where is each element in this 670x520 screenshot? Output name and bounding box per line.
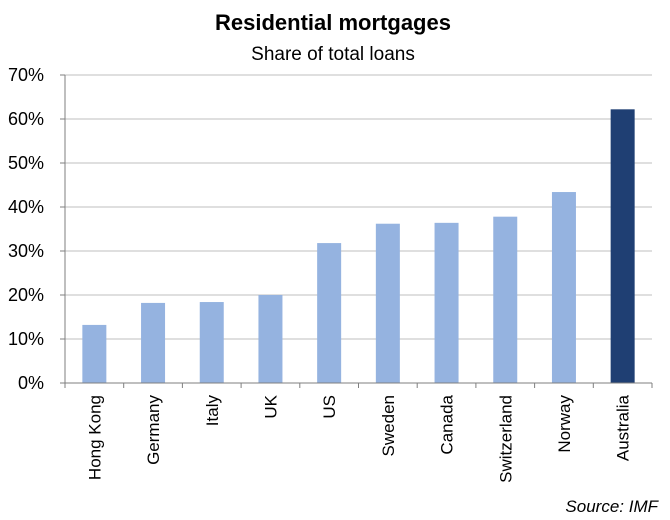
bar-hong-kong <box>82 324 107 383</box>
x-tick-label: Norway <box>555 395 574 453</box>
gridlines <box>65 74 652 340</box>
x-tick-label: Italy <box>203 395 222 427</box>
bar-sweden <box>375 223 400 383</box>
x-tick-label: US <box>320 395 339 419</box>
x-axis-ticks: Hong Kong Germany Italy UK US Sweden Canada Swi… <box>64 383 653 483</box>
source-note: Source: IMF <box>565 497 659 516</box>
y-axis-ticks: 0% 10% 20% 30% 40% 50% 60% 70% <box>8 65 65 393</box>
y-tick-label: 50% <box>8 153 44 173</box>
y-tick-label: 40% <box>8 197 44 217</box>
x-tick-label: Sweden <box>379 395 398 456</box>
x-tick-label: Switzerland <box>496 395 515 483</box>
bar-australia <box>610 109 635 383</box>
bar-switzerland <box>493 216 518 383</box>
y-tick-label: 30% <box>8 241 44 261</box>
y-tick-label: 20% <box>8 285 44 305</box>
y-tick-label: 60% <box>8 109 44 129</box>
bar-italy <box>199 302 224 383</box>
bar-us <box>317 243 342 383</box>
x-tick-label: Germany <box>144 395 163 465</box>
chart-subtitle: Share of total loans <box>251 44 415 65</box>
y-tick-label: 70% <box>8 65 44 85</box>
bar-canada <box>434 222 459 383</box>
x-tick-label: Canada <box>438 394 457 454</box>
x-tick-label: Australia <box>614 394 633 461</box>
chart-title: Residential mortgages <box>215 10 451 35</box>
bars <box>82 109 635 383</box>
y-tick-label: 0% <box>18 373 44 393</box>
bar-norway <box>551 192 576 383</box>
x-tick-label: Hong Kong <box>85 395 104 480</box>
bar-germany <box>141 302 166 383</box>
y-tick-label: 10% <box>8 329 44 349</box>
x-tick-label: UK <box>261 394 280 418</box>
bar-uk <box>258 295 283 383</box>
